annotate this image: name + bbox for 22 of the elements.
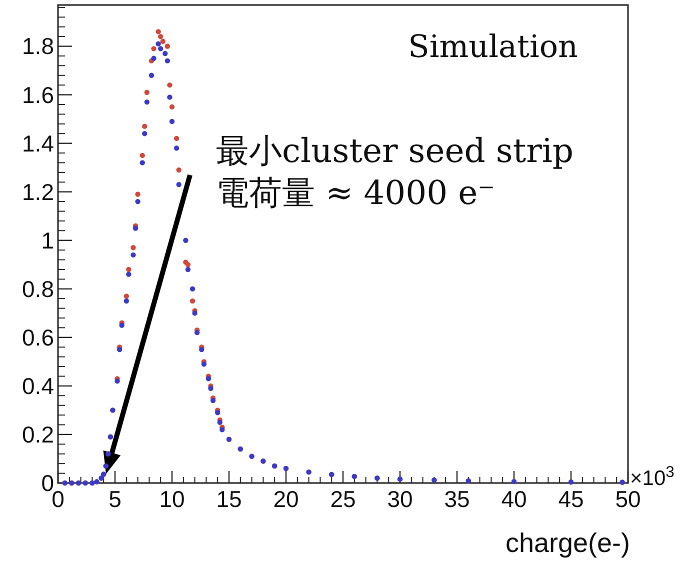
x-tick-label: 15 [216,486,242,512]
x-tick-label: 10 [159,486,185,512]
y-tick-label: 0.2 [22,421,54,448]
x-tick-label: 25 [330,486,356,512]
x-tick-label: 40 [501,486,527,512]
y-tick-label: 0.8 [22,276,54,302]
y-tick-label: 1.6 [22,82,54,108]
y-tick-label: 0.6 [22,324,54,350]
x-tick-label: 45 [558,486,584,512]
x-axis-title: charge(e-) [505,528,630,558]
y-tick-label: 1.4 [22,130,54,156]
annotation: Simulation [408,29,578,65]
x-tick-label: 35 [444,486,470,512]
annotation: 最小cluster seed strip 電荷量 ≈ 4000 e⁻ [216,131,574,212]
x-tick-label: 30 [387,486,413,512]
x-tick-label: 5 [108,486,122,512]
y-tick-label: 1 [41,227,54,254]
y-tick-label: 0.4 [22,372,54,399]
y-tick-label: 1.2 [22,178,54,205]
y-tick-label: 0 [41,470,54,496]
y-tick-label: 1.8 [22,33,54,60]
x-tick-label: 20 [273,486,299,512]
